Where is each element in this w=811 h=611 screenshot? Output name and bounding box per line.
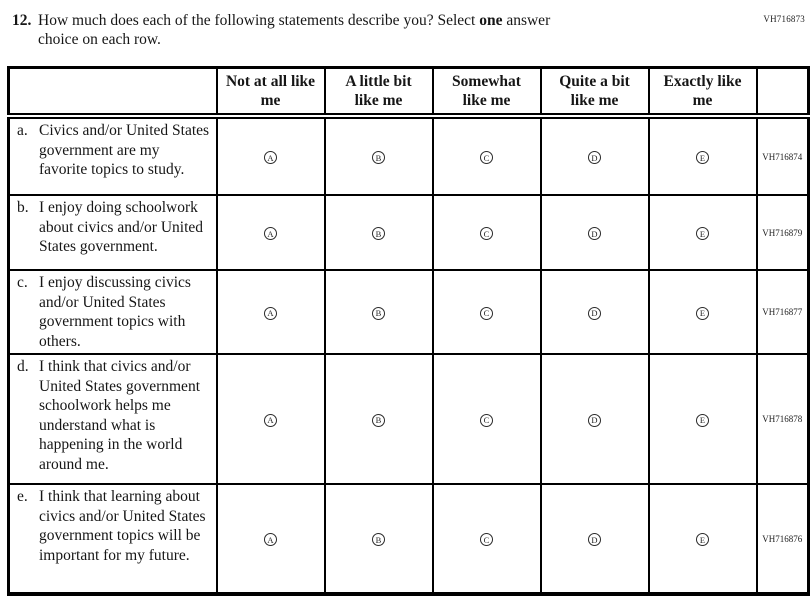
row-letter: d. — [17, 358, 29, 375]
table-row-e: e. I think that learning about civics an… — [7, 483, 810, 596]
option-bubble-e-D[interactable]: D — [588, 533, 601, 547]
option-cell: A — [215, 483, 326, 596]
statement-text: Civics and/or United States government a… — [39, 122, 210, 178]
table-row-a: a. Civics and/or United States governmen… — [7, 115, 810, 196]
question-bold-word: one — [479, 12, 503, 29]
option-cell: A — [215, 269, 326, 355]
option-bubble-e-B[interactable]: B — [372, 533, 385, 547]
statement-column-header-blank — [7, 66, 218, 119]
row-letter: e. — [17, 488, 28, 505]
item-code-c: VH716877 — [755, 269, 810, 355]
statement-text: I enjoy discussing civics and/or United … — [39, 274, 191, 350]
table-row-d: d. I think that civics and/or United Sta… — [7, 353, 810, 485]
option-cell: B — [323, 353, 434, 485]
column-header-quite-a-bit: Quite a bit like me — [539, 66, 650, 119]
header-row: Not at all like me A little bit like me … — [7, 66, 810, 119]
row-letter: c. — [17, 274, 28, 291]
column-header-somewhat: Somewhat like me — [431, 66, 542, 119]
option-bubble-e-A[interactable]: A — [264, 533, 277, 547]
option-cell: D — [539, 194, 650, 271]
option-bubble-a-C[interactable]: C — [480, 151, 493, 165]
table-row-b: b. I enjoy doing schoolwork about civics… — [7, 194, 810, 271]
option-bubble-b-A[interactable]: A — [264, 227, 277, 241]
statement-text: I think that civics and/or United States… — [39, 358, 200, 473]
column-header-a-little-bit: A little bit like me — [323, 66, 434, 119]
column-header-not-at-all: Not at all like me — [215, 66, 326, 119]
option-bubble-a-D[interactable]: D — [588, 151, 601, 165]
option-bubble-c-D[interactable]: D — [588, 306, 601, 320]
option-bubble-a-E[interactable]: E — [696, 151, 709, 165]
statement-cell-e: e. I think that learning about civics an… — [7, 483, 218, 596]
question-line1-before: How much does each of the following stat… — [38, 12, 476, 29]
option-cell: D — [539, 269, 650, 355]
option-cell: E — [647, 194, 758, 271]
item-code-d: VH716878 — [755, 353, 810, 485]
item-code-a: VH716874 — [755, 115, 810, 196]
page-code: VH716873 — [763, 14, 805, 24]
option-cell: B — [323, 115, 434, 196]
option-bubble-d-B[interactable]: B — [372, 413, 385, 427]
question-line1-after: answer — [506, 12, 551, 29]
item-code-e: VH716876 — [755, 483, 810, 596]
option-cell: A — [215, 353, 326, 485]
option-bubble-b-D[interactable]: D — [588, 227, 601, 241]
option-cell: E — [647, 269, 758, 355]
option-cell: A — [215, 115, 326, 196]
option-bubble-d-D[interactable]: D — [588, 413, 601, 427]
option-cell: B — [323, 269, 434, 355]
option-bubble-c-A[interactable]: A — [264, 306, 277, 320]
option-cell: E — [647, 483, 758, 596]
question-number: 12. — [12, 12, 32, 29]
option-bubble-d-C[interactable]: C — [480, 413, 493, 427]
option-bubble-d-E[interactable]: E — [696, 413, 709, 427]
question-line2: choice on each row. — [38, 31, 161, 48]
option-bubble-c-B[interactable]: B — [372, 306, 385, 320]
option-cell: C — [431, 353, 542, 485]
code-column-header-blank — [755, 66, 810, 119]
option-bubble-b-B[interactable]: B — [372, 227, 385, 241]
option-cell: D — [539, 353, 650, 485]
statement-cell-b: b. I enjoy doing schoolwork about civics… — [7, 194, 218, 271]
question-12: 12. How much does each of the following … — [12, 11, 752, 49]
option-cell: E — [647, 115, 758, 196]
option-cell: D — [539, 483, 650, 596]
statement-cell-a: a. Civics and/or United States governmen… — [7, 115, 218, 196]
statement-cell-d: d. I think that civics and/or United Sta… — [7, 353, 218, 485]
option-cell: C — [431, 269, 542, 355]
option-bubble-b-E[interactable]: E — [696, 227, 709, 241]
option-bubble-e-C[interactable]: C — [480, 533, 493, 547]
statement-text: I think that learning about civics and/o… — [39, 488, 206, 564]
row-letter: b. — [17, 199, 29, 216]
option-bubble-c-C[interactable]: C — [480, 306, 493, 320]
item-code-b: VH716879 — [755, 194, 810, 271]
option-cell: C — [431, 194, 542, 271]
column-header-exactly-like: Exactly like me — [647, 66, 758, 119]
option-bubble-d-A[interactable]: A — [264, 413, 277, 427]
option-bubble-a-B[interactable]: B — [372, 151, 385, 165]
statement-cell-c: c. I enjoy discussing civics and/or Unit… — [7, 269, 218, 355]
option-cell: D — [539, 115, 650, 196]
answer-matrix-table: Not at all like me A little bit like me … — [7, 66, 810, 596]
option-cell: C — [431, 115, 542, 196]
option-bubble-a-A[interactable]: A — [264, 151, 277, 165]
row-letter: a. — [17, 122, 28, 139]
option-cell: B — [323, 483, 434, 596]
option-cell: A — [215, 194, 326, 271]
statement-text: I enjoy doing schoolwork about civics an… — [39, 199, 203, 255]
question-text: How much does each of the following stat… — [38, 11, 550, 49]
option-bubble-b-C[interactable]: C — [480, 227, 493, 241]
option-bubble-c-E[interactable]: E — [696, 306, 709, 320]
table-row-c: c. I enjoy discussing civics and/or Unit… — [7, 269, 810, 355]
option-cell: B — [323, 194, 434, 271]
option-bubble-e-E[interactable]: E — [696, 533, 709, 547]
option-cell: C — [431, 483, 542, 596]
option-cell: E — [647, 353, 758, 485]
